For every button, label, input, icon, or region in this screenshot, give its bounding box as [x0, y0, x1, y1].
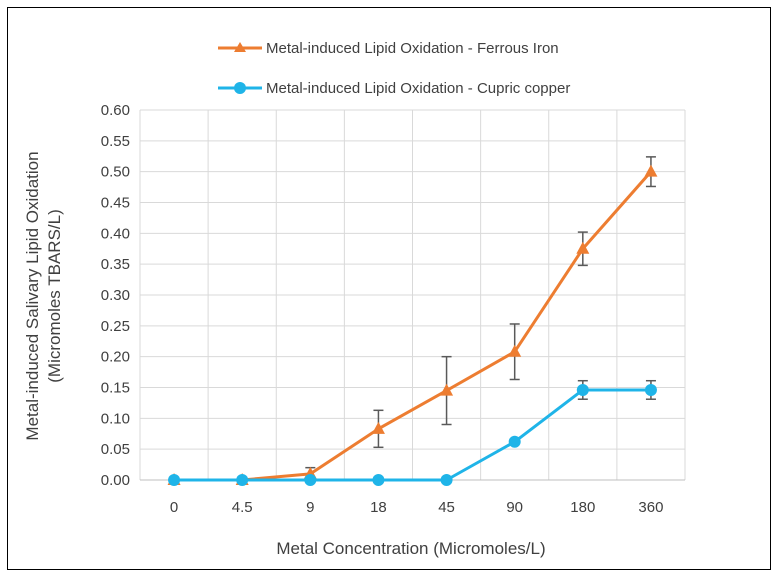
x-tick-label: 9 — [306, 499, 314, 516]
x-tick-label: 90 — [506, 499, 523, 516]
x-tick-label: 4.5 — [232, 499, 253, 516]
data-point-triangle[interactable] — [576, 241, 590, 254]
y-tick-label: 0.60 — [101, 102, 130, 119]
y-tick-label: 0.05 — [101, 441, 130, 458]
x-tick-label: 180 — [570, 499, 595, 516]
legend-marker-triangle-icon — [234, 42, 246, 52]
data-point-circle[interactable] — [644, 383, 657, 396]
x-tick-label: 45 — [438, 499, 455, 516]
y-tick-label: 0.15 — [101, 380, 130, 397]
y-tick-label: 0.50 — [101, 164, 130, 181]
data-point-triangle[interactable] — [644, 164, 658, 177]
x-axis-title: Metal Concentration (Micromoles/L) — [276, 539, 545, 558]
data-point-circle[interactable] — [372, 474, 385, 486]
y-tick-label: 0.20 — [101, 349, 130, 366]
data-point-circle[interactable] — [168, 474, 181, 486]
series-line — [174, 388, 651, 482]
series-cupric-copper — [168, 379, 657, 486]
y-axis-ticks: 0.00 0.05 0.10 0.15 0.20 0.25 0.30 0.35 0.40 0.45… — [101, 102, 130, 489]
y-tick-label: 0.10 — [101, 410, 130, 427]
y-tick-label: 0.25 — [101, 318, 130, 335]
y-tick-label: 0.00 — [101, 472, 130, 489]
y-tick-label: 0.45 — [101, 195, 130, 212]
legend-label-cupric-copper: Metal-induced Lipid Oxidation - Cupric c… — [266, 80, 570, 97]
data-point-triangle[interactable] — [440, 383, 454, 396]
y-tick-label: 0.55 — [101, 133, 130, 150]
grid-lines — [139, 109, 686, 480]
y-tick-label: 0.30 — [101, 287, 130, 304]
x-tick-label: 18 — [370, 499, 387, 516]
y-axis-title-line2: (Micromoles TBARS/L) — [45, 209, 64, 383]
chart-frame — [7, 7, 771, 570]
x-tick-label: 360 — [638, 499, 663, 516]
series-layer — [167, 156, 658, 486]
legend-entry-cupric-copper[interactable]: Metal-induced Lipid Oxidation - Cupric c… — [218, 80, 570, 97]
data-point-triangle[interactable] — [371, 421, 385, 434]
y-tick-label: 0.40 — [101, 225, 130, 242]
data-point-circle[interactable] — [304, 474, 317, 486]
y-axis-title-line1: Metal-induced Salivary Lipid Oxidation — [23, 151, 42, 440]
data-point-circle[interactable] — [236, 474, 249, 486]
x-axis-ticks: 0 4.5 9 18 45 90 180 360 — [170, 499, 664, 516]
legend: Metal-induced Lipid Oxidation - Ferrous … — [218, 40, 570, 97]
y-tick-label: 0.35 — [101, 256, 130, 273]
data-point-circle[interactable] — [508, 435, 521, 448]
data-point-circle[interactable] — [440, 474, 453, 486]
legend-label-ferrous-iron: Metal-induced Lipid Oxidation - Ferrous … — [266, 40, 559, 57]
data-point-circle[interactable] — [576, 383, 589, 396]
legend-entry-ferrous-iron[interactable]: Metal-induced Lipid Oxidation - Ferrous … — [218, 40, 559, 57]
x-tick-label: 0 — [170, 499, 178, 516]
data-point-triangle[interactable] — [508, 344, 522, 357]
legend-marker-circle-icon — [234, 82, 246, 94]
